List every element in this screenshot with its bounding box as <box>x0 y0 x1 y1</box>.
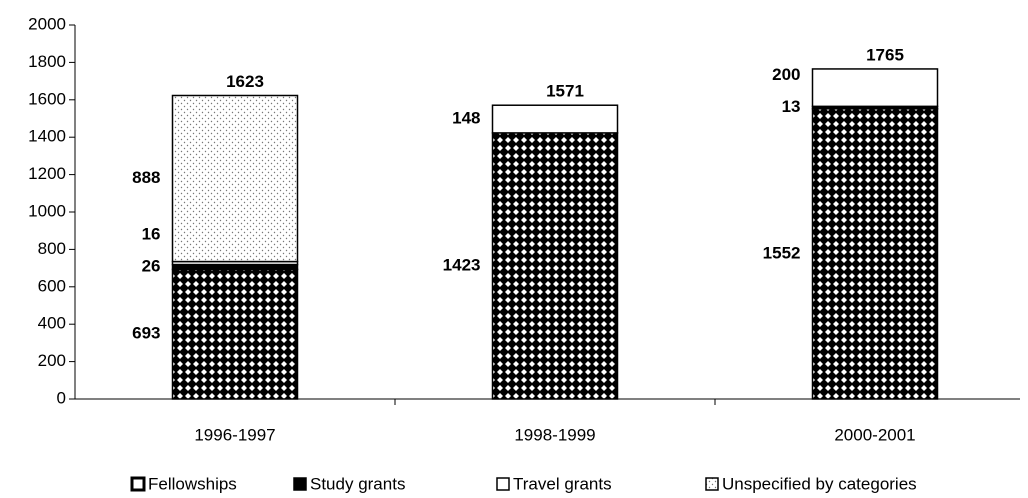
y-tick-label: 1800 <box>28 52 66 71</box>
legend-label: Study grants <box>310 474 405 493</box>
y-tick-label: 800 <box>38 239 66 258</box>
value-label: 1423 <box>443 255 481 274</box>
y-tick-label: 600 <box>38 276 66 295</box>
y-tick-label: 1400 <box>28 127 66 146</box>
x-tick-label: 1998-1999 <box>514 425 595 444</box>
legend-swatch <box>496 477 510 491</box>
legend-swatch <box>130 476 146 492</box>
total-label: 1623 <box>226 72 264 91</box>
bar-segment <box>491 104 619 134</box>
value-label: 16 <box>142 224 161 243</box>
bar-segment <box>811 68 939 108</box>
legend-swatch <box>293 477 307 491</box>
value-label: 26 <box>142 256 161 275</box>
y-tick-label: 200 <box>38 351 66 370</box>
legend-label: Unspecified by categories <box>722 474 917 493</box>
legend-label: Fellowships <box>148 474 237 493</box>
legend-swatch <box>705 477 719 491</box>
y-tick-label: 1600 <box>28 89 66 108</box>
x-tick-label: 1996-1997 <box>194 425 275 444</box>
value-label: 13 <box>782 97 801 116</box>
y-tick-label: 2000 <box>28 14 66 33</box>
value-label: 148 <box>452 109 480 128</box>
value-label: 1552 <box>763 243 801 262</box>
total-label: 1571 <box>546 82 584 101</box>
y-tick-label: 1200 <box>28 164 66 183</box>
y-tick-label: 0 <box>57 388 66 407</box>
bar-segment <box>491 132 619 400</box>
bar-segment <box>171 94 299 263</box>
y-tick-label: 400 <box>38 314 66 333</box>
x-tick-label: 2000-2001 <box>834 425 915 444</box>
value-label: 888 <box>132 168 160 187</box>
y-tick-label: 1000 <box>28 201 66 220</box>
value-label: 200 <box>772 65 800 84</box>
bar-segment <box>811 108 939 400</box>
value-label: 693 <box>132 324 160 343</box>
legend-label: Travel grants <box>513 474 612 493</box>
total-label: 1765 <box>866 45 904 64</box>
bar-segment <box>171 268 299 400</box>
